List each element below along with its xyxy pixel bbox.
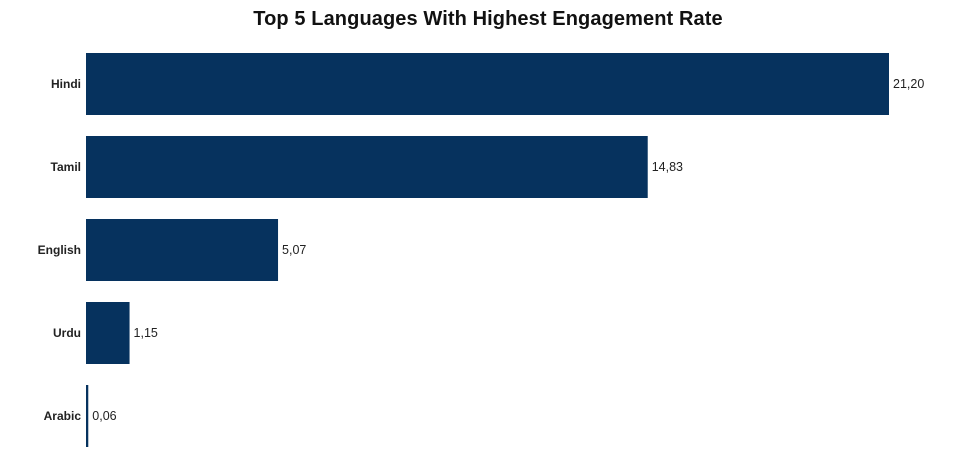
bar-hindi[interactable] [86, 53, 889, 115]
bar-arabic[interactable] [86, 385, 89, 447]
category-label: Arabic [44, 409, 82, 423]
category-label: English [38, 243, 81, 257]
value-label: 0,06 [92, 409, 116, 423]
category-label: Hindi [51, 77, 81, 91]
bar-tamil[interactable] [86, 136, 648, 198]
chart-title: Top 5 Languages With Highest Engagement … [253, 8, 723, 30]
value-label: 21,20 [893, 77, 924, 91]
category-label: Urdu [53, 326, 81, 340]
bar-english[interactable] [86, 219, 279, 281]
bar-urdu[interactable] [86, 302, 130, 364]
category-label: Tamil [51, 160, 81, 174]
value-label: 5,07 [282, 243, 306, 257]
value-label: 1,15 [134, 326, 158, 340]
value-label: 14,83 [652, 160, 683, 174]
